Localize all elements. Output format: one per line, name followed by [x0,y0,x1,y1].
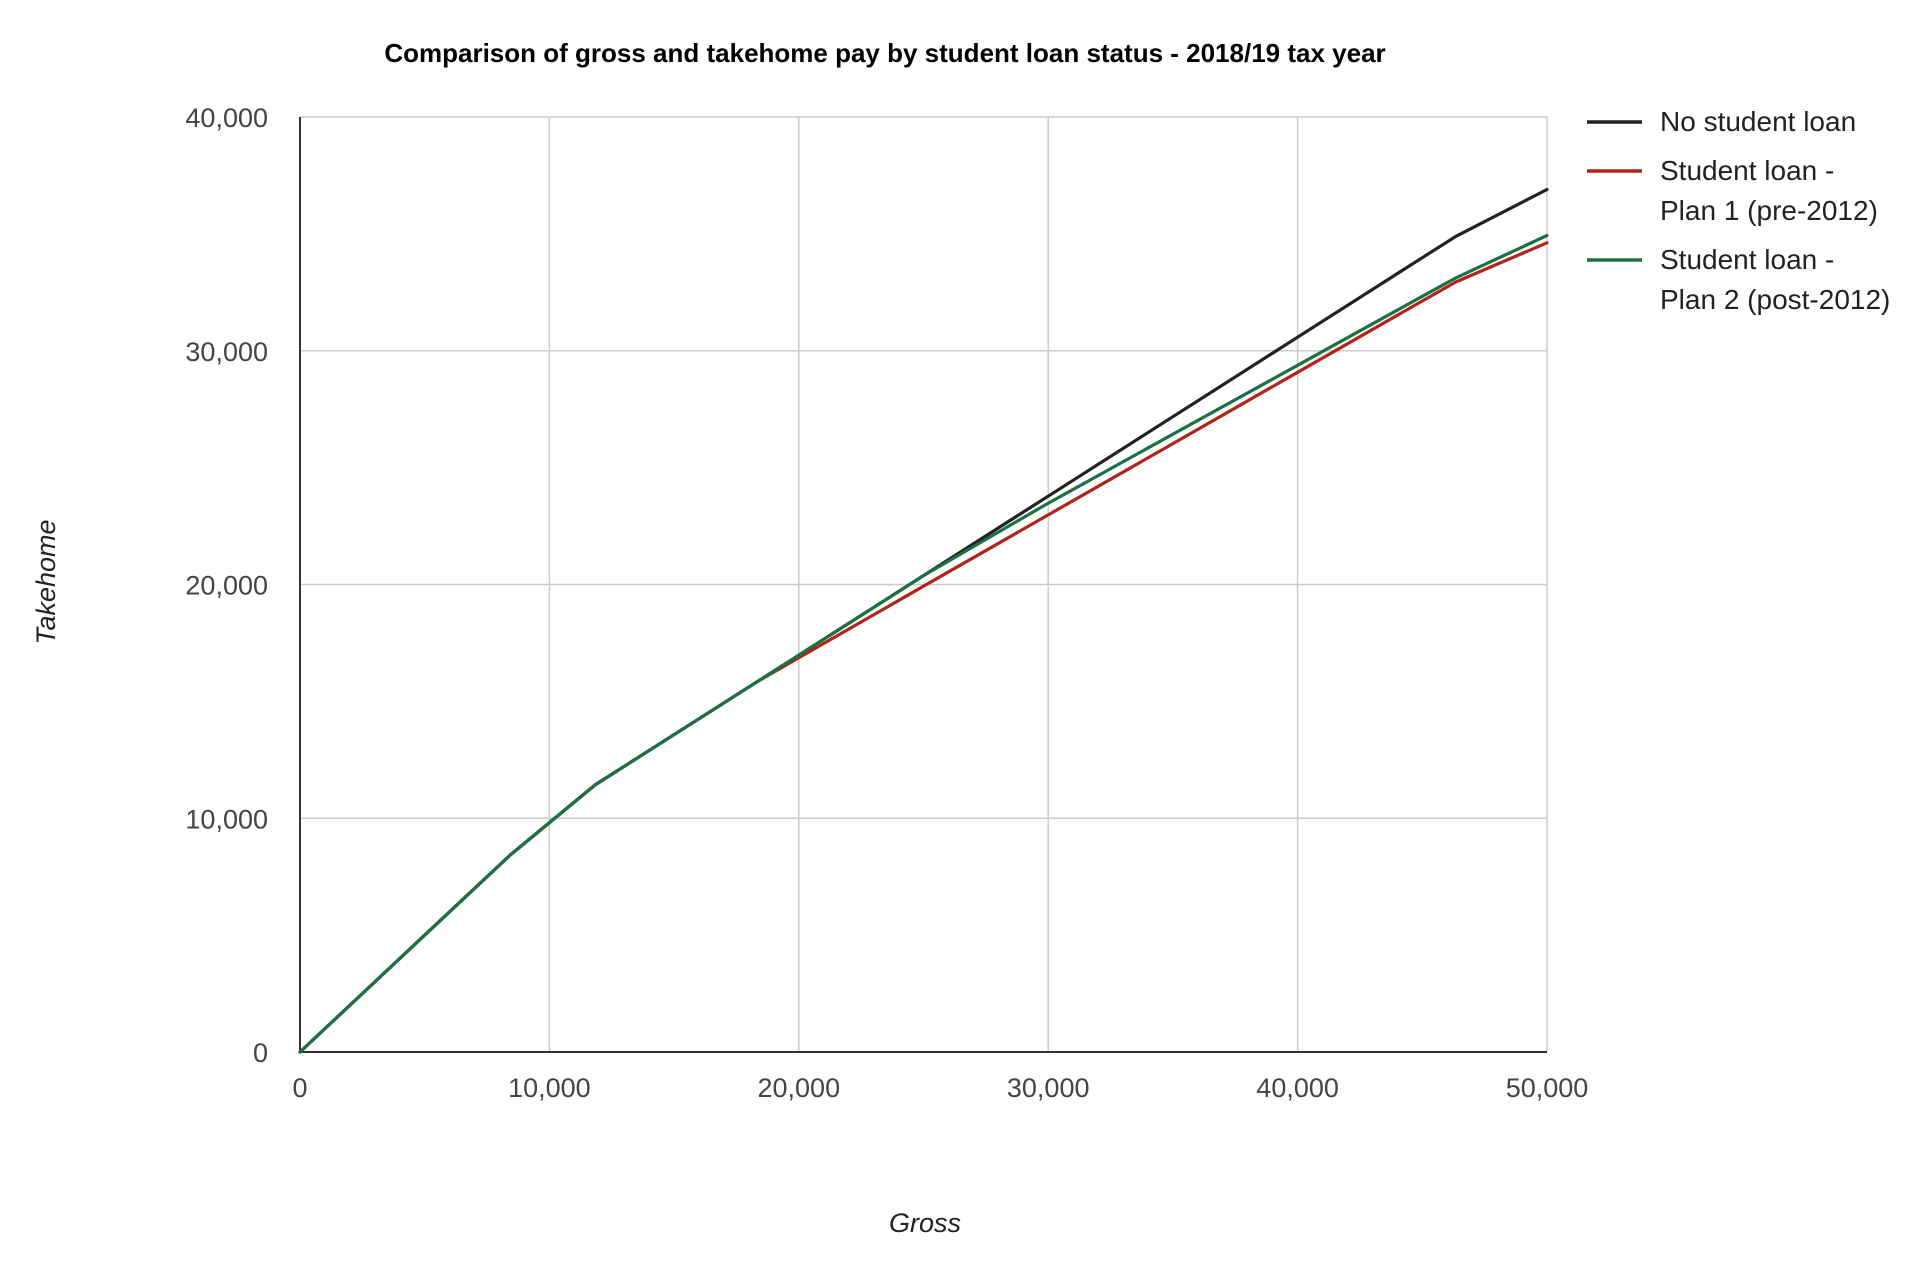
legend-label-line: No student loan [1660,106,1856,137]
x-tick-label: 30,000 [1007,1073,1090,1103]
legend-label: Student loan - Plan 2 (post-2012) [1660,244,1890,315]
y-tick-label: 20,000 [185,571,268,601]
legend-label-line: Plan 1 (pre-2012) [1660,195,1878,226]
y-tick-label: 40,000 [185,103,268,133]
chart-title: Comparison of gross and takehome pay by … [384,38,1385,68]
legend: No student loan Student loan - Plan 1 (pre… [1587,106,1890,315]
x-tick-label: 20,000 [758,1073,841,1103]
legend-item-1: No student loan [1587,106,1856,137]
legend-label-line: Student loan - [1660,244,1834,275]
legend-item-2: Student loan - Plan 1 (pre-2012) [1587,155,1878,226]
x-tick-label: 40,000 [1256,1073,1339,1103]
series-line-3 [298,233,1549,1054]
y-axis-title: Takehome [31,519,61,644]
legend-label-line: Plan 2 (post-2012) [1660,284,1890,315]
legend-label-line: Student loan - [1660,155,1834,186]
x-tick-label: 10,000 [508,1073,591,1103]
x-tick-label: 0 [292,1073,307,1103]
y-tick-label: 30,000 [185,337,268,367]
legend-label: Student loan - Plan 1 (pre-2012) [1660,155,1878,226]
y-tick-label: 0 [253,1038,268,1068]
tick-labels: 0 10,000 20,000 30,000 40,000 50,000 0 10,000 20… [185,103,1588,1103]
series-line-2 [298,241,1549,1054]
x-axis-title: Gross [889,1208,961,1238]
y-tick-label: 10,000 [185,804,268,834]
gridlines [300,116,1548,1052]
series-line-1 [298,187,1549,1054]
x-tick-label: 50,000 [1506,1073,1589,1103]
series-lines [298,187,1549,1054]
legend-item-3: Student loan - Plan 2 (post-2012) [1587,244,1890,315]
axes [299,117,1547,1053]
legend-label: No student loan [1660,106,1856,137]
